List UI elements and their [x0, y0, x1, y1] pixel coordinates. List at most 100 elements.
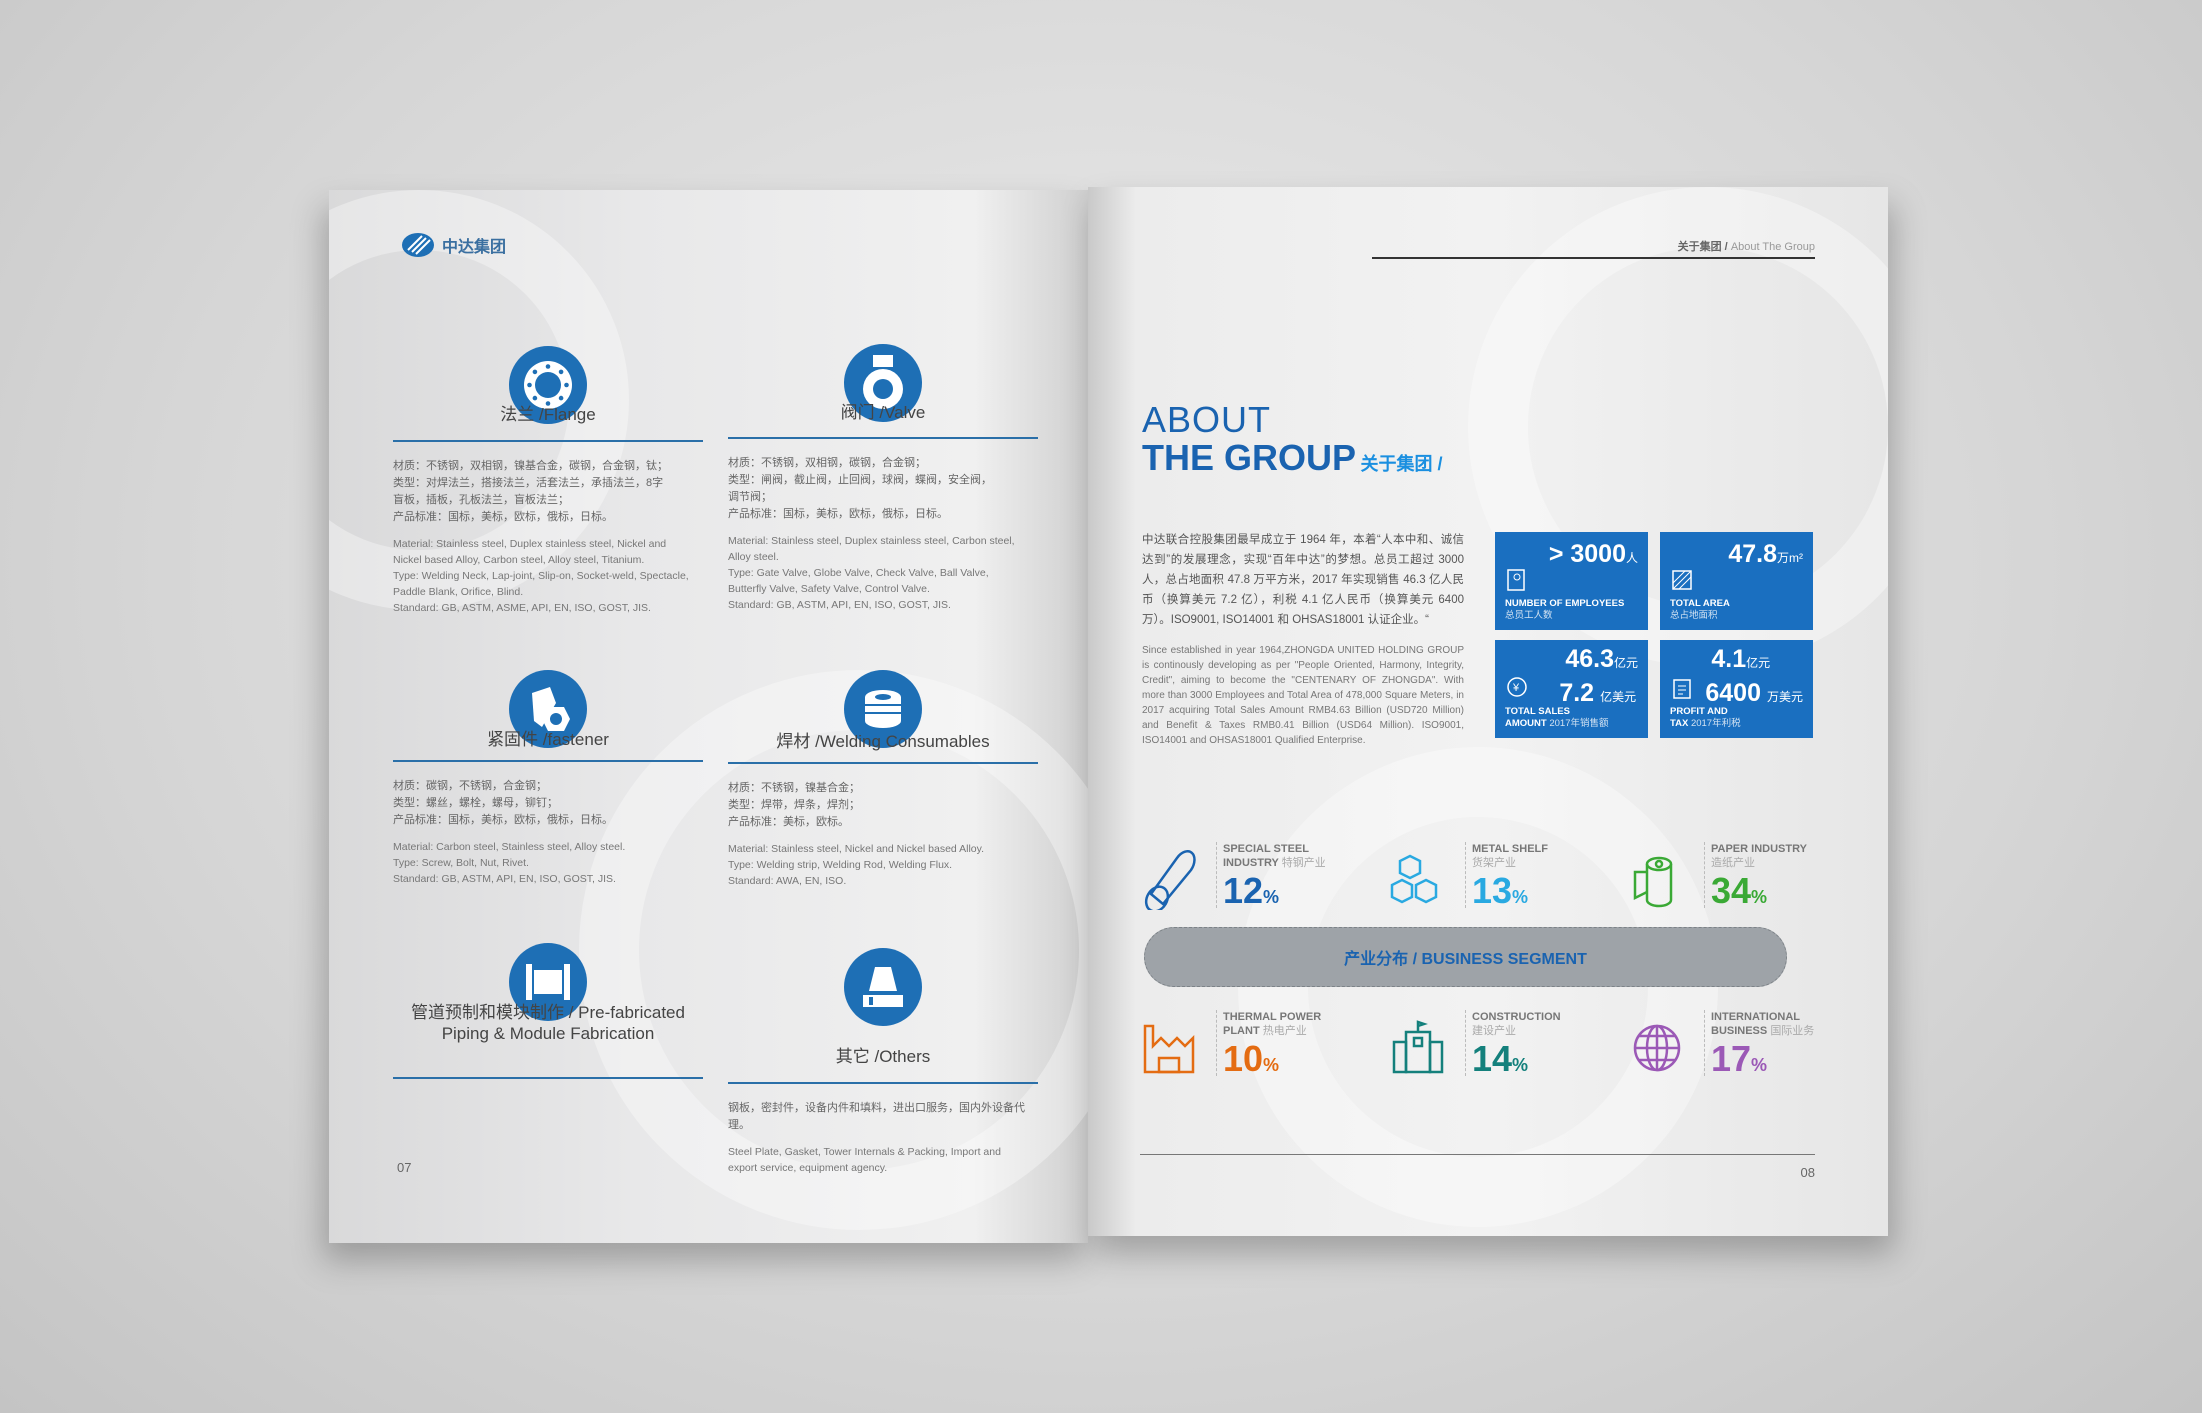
en-line: Standard: GB, ASTM, ASME, API, EN, ISO, … [393, 602, 651, 614]
intro-en: Since established in year 1964,ZHONGDA U… [1142, 645, 1464, 746]
title-underline [393, 440, 703, 442]
svg-text:¥: ¥ [1512, 682, 1520, 694]
stat-label: PROFIT AND TAX 2017年利税 [1670, 706, 1741, 729]
running-header: 关于集团 / About The Group [1677, 241, 1815, 253]
product-description: 钢板，密封件，设备内件和填料，进出口服务，国内外设备代理。 Steel Plate… [728, 1100, 1028, 1176]
segment-percent: 10% [1223, 1038, 1280, 1079]
en-line: Material: Stainless steel, Duplex stainl… [728, 535, 1015, 563]
clipboard-icon [1673, 679, 1691, 699]
segment-percent: 34% [1711, 870, 1768, 911]
segment-percent: 13% [1472, 870, 1529, 911]
segment-name: METAL SHELF 货架产业 [1472, 843, 1548, 869]
right-page: 关于集团 / About The Group ABOUT THE GROUP 关… [1088, 187, 1888, 1236]
stat-card: 4.1亿元 6400 万美元 PROFIT AND TAX 2017年利税 [1660, 640, 1813, 738]
en-line: Type: Gate Valve, Globe Valve, Check Val… [728, 567, 989, 595]
product-description [393, 1095, 693, 1105]
cn-line: 类型：闸阀，截止阀，止回阀，球阀，蝶阀，安全阀， [728, 474, 992, 486]
steel-bar-icon [1144, 850, 1196, 910]
cn-line: 钢板，密封件，设备内件和填料，进出口服务，国内外设备代理。 [728, 1102, 1025, 1131]
valve-icon [844, 344, 922, 422]
cn-line: 材质：碳钢，不锈钢，合金钢； [393, 780, 547, 792]
segment-item: SPECIAL STEEL INDUSTRY 特钢产业 12% [1141, 842, 1371, 912]
stat-label: TOTAL AREA 总占地面积 [1670, 598, 1730, 621]
title-underline [728, 762, 1038, 764]
flange-watermark [1238, 747, 1718, 1227]
area-icon [1672, 570, 1692, 590]
cn-line: 材质：不锈钢，镍基合金； [728, 782, 860, 794]
product-title: 法兰 /Flange [500, 405, 596, 424]
cn-line: 材质：不锈钢，双相钢，碳钢，合金钢； [728, 457, 926, 469]
cn-line: 盲板，插板，孔板法兰，盲板法兰； [393, 494, 569, 506]
divider [1704, 842, 1705, 908]
logo: 中达集团 [400, 230, 506, 260]
product-title: 紧固件 /fastener [487, 730, 609, 749]
stat-card: 47.8万m² TOTAL AREA 总占地面积 [1660, 532, 1813, 630]
en-line: Material: Carbon steel, Stainless steel,… [393, 841, 626, 853]
cn-line: 产品标准：国标，美标，欧标，俄标，日标。 [393, 511, 613, 523]
segment-name: CONSTRUCTION 建设产业 [1472, 1011, 1561, 1037]
segment-item: INTERNATIONAL BUSINESS 国际业务 17% [1629, 1010, 1859, 1080]
stat-label: NUMBER OF EMPLOYEES 总员工人数 [1505, 598, 1625, 621]
cn-line: 产品标准：国标，美标，欧标，俄标，日标。 [393, 814, 613, 826]
en-line: Material: Stainless steel, Duplex stainl… [393, 538, 667, 566]
en-line: Material: Stainless steel, Nickel and Ni… [728, 843, 985, 855]
title-about: ABOUT [1142, 399, 1272, 440]
title-underline [728, 437, 1038, 439]
segment-name: INTERNATIONAL BUSINESS 国际业务 [1711, 1011, 1815, 1037]
en-line: Type: Welding Neck, Lap-joint, Slip-on, … [393, 570, 689, 598]
segment-item: THERMAL POWER PLANT 热电产业 10% [1141, 1010, 1371, 1080]
segment-item: PAPER INDUSTRY 造纸产业 34% [1629, 842, 1859, 912]
stat-card: ¥46.3亿元 7.2 亿美元 TOTAL SALES AMOUNT 2017年销售额 [1495, 640, 1648, 738]
pipe-spool-icon [509, 943, 587, 1021]
stat-value: 46.3亿元 7.2 亿美元 [1559, 645, 1638, 707]
en-line: Standard: GB, ASTM, API, EN, ISO, GOST, … [728, 599, 951, 611]
intro-cn: 中达联合控股集团最早成立于 1964 年，本着“人本中和、诚信达到”的发展理念，… [1142, 534, 1464, 626]
header-rule [1372, 257, 1815, 259]
footer-rule [1140, 1154, 1815, 1155]
divider [1216, 1010, 1217, 1076]
en-line: Type: Welding strip, Welding Rod, Weldin… [728, 859, 953, 871]
page-number: 07 [397, 1160, 412, 1175]
cn-line: 类型：螺丝，螺栓，螺母，铆钉； [393, 797, 558, 809]
paper-roll-icon [1633, 856, 1673, 908]
cn-line: 材质：不锈钢，双相钢，镍基合金，碳钢，合金钢，钛； [393, 460, 668, 472]
stat-label: TOTAL SALES AMOUNT 2017年销售额 [1505, 706, 1609, 729]
product-description: 材质：碳钢，不锈钢，合金钢； 类型：螺丝，螺栓，螺母，铆钉； 产品标准：国标，美标，… [393, 778, 693, 887]
en-line: Steel Plate, Gasket, Tower Internals & P… [728, 1146, 1001, 1174]
divider [1465, 1010, 1466, 1076]
divider [1465, 842, 1466, 908]
stat-value: 47.8万m² [1728, 540, 1803, 568]
cubes-icon [1390, 854, 1438, 904]
business-segment-banner: 产业分布 / BUSINESS SEGMENT [1144, 927, 1787, 987]
logo-icon [402, 233, 434, 257]
segment-item: METAL SHELF 货架产业 13% [1390, 842, 1620, 912]
title-underline [393, 760, 703, 762]
cn-line: 产品标准：国标，美标，欧标，俄标，日标。 [728, 508, 948, 520]
yuan-badge-icon: ¥ [1507, 677, 1527, 697]
en-line: Standard: AWA, EN, ISO. [728, 875, 847, 887]
divider [1216, 842, 1217, 908]
segment-name: SPECIAL STEEL INDUSTRY 特钢产业 [1223, 843, 1326, 869]
building-icon [1392, 1020, 1444, 1074]
en-line: Standard: GB, ASTM, API, EN, ISO, GOST, … [393, 873, 616, 885]
product-description: 材质：不锈钢，双相钢，镍基合金，碳钢，合金钢，钛； 类型：对焊法兰，搭接法兰，活套… [393, 458, 693, 616]
employee-id-icon [1507, 569, 1525, 591]
flange-icon [509, 346, 587, 424]
fastener-icon [509, 670, 587, 748]
segment-name: THERMAL POWER PLANT 热电产业 [1223, 1011, 1322, 1037]
product-description: 材质：不锈钢，镍基合金； 类型：焊带，焊条，焊剂； 产品标准：美标，欧标。 Mater… [728, 780, 1028, 889]
globe-icon [1633, 1024, 1681, 1072]
segment-item: CONSTRUCTION 建设产业 14% [1390, 1010, 1620, 1080]
factory-icon [1143, 1024, 1195, 1074]
product-description: 材质：不锈钢，双相钢，碳钢，合金钢； 类型：闸阀，截止阀，止回阀，球阀，蝶阀，安全… [728, 455, 1028, 613]
stat-value: 4.1亿元 6400 万美元 [1705, 645, 1803, 707]
cn-line: 类型：对焊法兰，搭接法兰，活套法兰，承插法兰，8字 [393, 477, 664, 489]
title-underline [393, 1077, 703, 1079]
cn-line: 产品标准：美标，欧标。 [728, 816, 849, 828]
welding-coil-icon [844, 670, 922, 748]
cn-line: 调节阀； [728, 491, 772, 503]
cn-line: 类型：焊带，焊条，焊剂； [728, 799, 860, 811]
product-title: 管道预制和模块制作 / Pre-fabricated Piping & Modu… [411, 1003, 685, 1043]
left-page: 中达集团 法兰 /Flange 材质：不锈钢，双相钢，镍基合金，碳钢，合金钢，钛；… [329, 190, 1088, 1243]
segment-percent: 17% [1711, 1038, 1768, 1079]
